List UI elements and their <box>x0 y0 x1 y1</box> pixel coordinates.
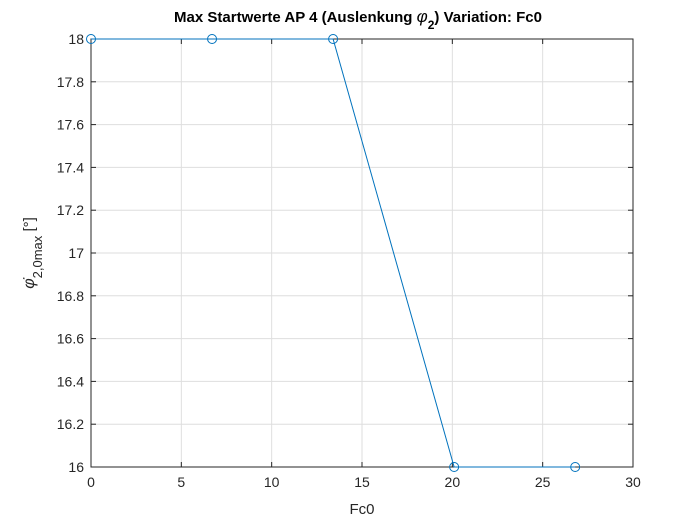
y-tick-label: 16.2 <box>57 416 84 432</box>
ylabel-unit: [°] <box>21 217 38 236</box>
y-tick-label: 17.2 <box>57 202 84 218</box>
data-point-marker <box>449 462 460 472</box>
x-tick-label: 30 <box>625 474 641 490</box>
x-tick-label: 15 <box>354 474 370 490</box>
x-axis-label: Fc0 <box>349 501 374 518</box>
x-tick-labels: 0 5 10 15 20 25 30 <box>87 474 641 490</box>
ylabel-symbol: φ̇ <box>21 277 38 288</box>
y-tick-labels: 16 16.2 16.4 16.6 16.8 17 17.2 17.4 17.6 17.8 18 <box>57 31 84 475</box>
x-tick-label: 5 <box>177 474 185 490</box>
y-tick-label: 16 <box>68 459 84 475</box>
y-tick-label: 16.4 <box>57 373 84 389</box>
chart-title: Max Startwerte AP 4 (Auslenkung φ2) Vari… <box>174 7 542 32</box>
title-suffix: ) Variation: Fc0 <box>434 9 542 26</box>
y-tick-label: 16.6 <box>57 331 84 347</box>
ylabel-subscript: 2,0max <box>30 235 45 278</box>
data-point-marker <box>570 462 581 472</box>
x-tick-label: 20 <box>445 474 461 490</box>
title-prefix: Max Startwerte AP 4 (Auslenkung <box>174 9 417 26</box>
data-point-marker <box>86 34 96 44</box>
series-line <box>91 38 576 468</box>
y-tick-label: 17.6 <box>57 117 84 133</box>
x-tick-label: 0 <box>87 474 95 490</box>
data-point-marker <box>207 34 218 44</box>
y-tick-label: 17.8 <box>57 74 84 90</box>
y-tick-label: 17 <box>68 245 84 261</box>
y-axis-label: φ̇2,0max [°] <box>21 217 45 289</box>
y-tick-label: 18 <box>68 31 84 47</box>
series-layer <box>86 34 581 472</box>
title-subscript: 2 <box>428 18 435 32</box>
title-symbol: φ <box>417 7 428 26</box>
y-tick-label: 16.8 <box>57 288 84 304</box>
data-point-marker <box>328 34 339 44</box>
y-tick-label: 17.4 <box>57 159 84 175</box>
x-tick-label: 25 <box>535 474 551 490</box>
x-tick-label: 10 <box>264 474 280 490</box>
